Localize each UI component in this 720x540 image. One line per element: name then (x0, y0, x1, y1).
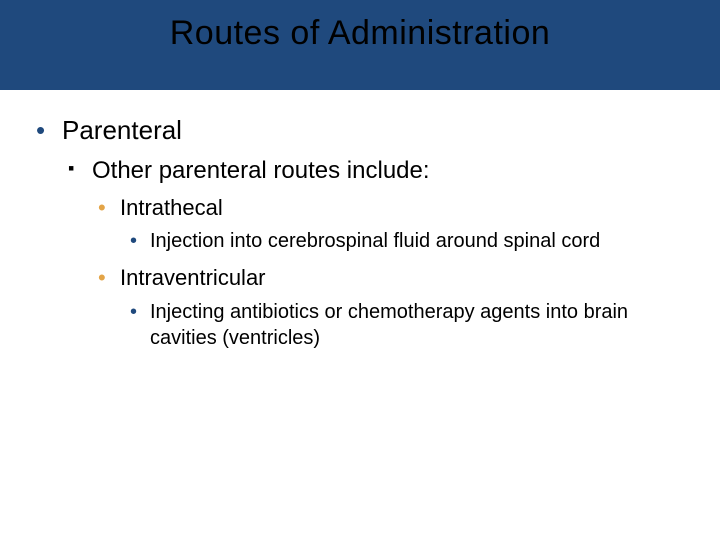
bullet-icon: • (98, 264, 120, 293)
lvl4-text: Injection into cerebrospinal fluid aroun… (150, 228, 600, 254)
list-item: • Injecting antibiotics or chemotherapy … (130, 299, 684, 351)
bullet-icon: • (98, 194, 120, 223)
list-item: • Intrathecal (98, 194, 684, 223)
lvl2-text: Other parenteral routes include: (92, 155, 430, 186)
slide-title: Routes of Administration (170, 14, 551, 53)
lvl1-text: Parenteral (62, 114, 182, 147)
bullet-icon: • (130, 228, 150, 254)
title-bar: Routes of Administration (0, 0, 720, 90)
lvl3-text: Intrathecal (120, 194, 223, 223)
bullet-icon: • (36, 114, 62, 147)
lvl4-text: Injecting antibiotics or chemotherapy ag… (150, 299, 654, 351)
list-item: • Intraventricular (98, 264, 684, 293)
lvl3-text: Intraventricular (120, 264, 266, 293)
bullet-icon: • (130, 299, 150, 325)
list-item: • Parenteral (36, 114, 684, 147)
list-item: ▪ Other parenteral routes include: (68, 155, 684, 186)
slide-content: • Parenteral ▪ Other parenteral routes i… (0, 90, 720, 351)
list-item: • Injection into cerebrospinal fluid aro… (130, 228, 684, 254)
bullet-icon: ▪ (68, 155, 92, 182)
